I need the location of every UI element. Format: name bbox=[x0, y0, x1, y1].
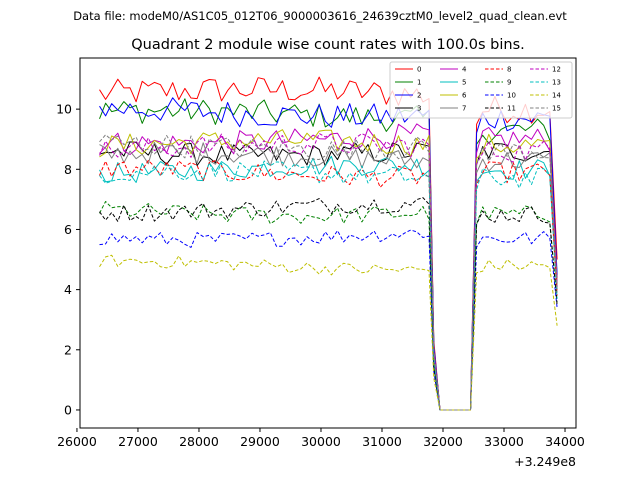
series-line-12 bbox=[99, 133, 558, 411]
y-tick-label: 2 bbox=[64, 342, 72, 357]
legend-label-9: 9 bbox=[507, 79, 511, 87]
y-tick-label: 10 bbox=[56, 102, 72, 117]
legend-label-0: 0 bbox=[417, 66, 421, 74]
series-group bbox=[99, 76, 558, 411]
legend-label-7: 7 bbox=[462, 105, 466, 113]
x-tick-label: 28000 bbox=[179, 434, 219, 449]
y-tick-label: 8 bbox=[64, 162, 72, 177]
chart-suptitle: Data file: modeM0/AS1C05_012T06_90000036… bbox=[73, 9, 567, 23]
x-tick-label: 33000 bbox=[484, 434, 524, 449]
legend-label-8: 8 bbox=[507, 66, 511, 74]
series-line-9 bbox=[99, 201, 558, 411]
legend-label-6: 6 bbox=[462, 92, 467, 100]
legend-label-15: 15 bbox=[552, 105, 561, 113]
x-tick-label: 27000 bbox=[118, 434, 158, 449]
plot-frame bbox=[79, 57, 577, 429]
legend-label-12: 12 bbox=[552, 66, 561, 74]
series-line-7 bbox=[99, 142, 558, 411]
y-tick-label: 4 bbox=[64, 282, 72, 297]
series-line-10 bbox=[99, 229, 558, 411]
y-tick-label: 0 bbox=[64, 402, 72, 417]
plot-area bbox=[80, 58, 576, 428]
series-line-14 bbox=[99, 254, 558, 411]
legend-label-11: 11 bbox=[507, 105, 516, 113]
legend-box bbox=[389, 61, 573, 119]
legend-label-3: 3 bbox=[417, 105, 421, 113]
legend-label-1: 1 bbox=[417, 79, 421, 87]
series-line-15 bbox=[99, 134, 558, 411]
x-tick-label: 29000 bbox=[240, 434, 280, 449]
y-tick-label: 6 bbox=[64, 222, 72, 237]
x-tick-label: 26000 bbox=[57, 434, 97, 449]
legend-label-4: 4 bbox=[462, 66, 467, 74]
x-axis: 26000 27000 28000 29000 30000 31000 32000 33000… bbox=[57, 428, 585, 449]
x-offset-label: +3.249e8 bbox=[514, 454, 576, 469]
y-axis: 0 2 4 6 8 10 bbox=[56, 102, 80, 417]
x-tick-label: 31000 bbox=[362, 434, 402, 449]
series-line-5 bbox=[99, 155, 558, 411]
legend-label-14: 14 bbox=[552, 92, 561, 100]
legend-label-13: 13 bbox=[552, 79, 561, 87]
series-line-4 bbox=[99, 123, 558, 411]
series-line-11 bbox=[99, 197, 558, 411]
x-tick-label: 34000 bbox=[545, 434, 585, 449]
chart-title: Quadrant 2 module wise count rates with … bbox=[131, 37, 525, 53]
x-tick-label: 32000 bbox=[423, 434, 463, 449]
series-line-1 bbox=[99, 98, 558, 411]
legend-label-10: 10 bbox=[507, 92, 516, 100]
series-line-8 bbox=[99, 159, 558, 411]
legend-label-5: 5 bbox=[462, 79, 466, 87]
legend-label-2: 2 bbox=[417, 92, 421, 100]
series-line-13 bbox=[99, 160, 558, 411]
x-tick-label: 30000 bbox=[301, 434, 341, 449]
